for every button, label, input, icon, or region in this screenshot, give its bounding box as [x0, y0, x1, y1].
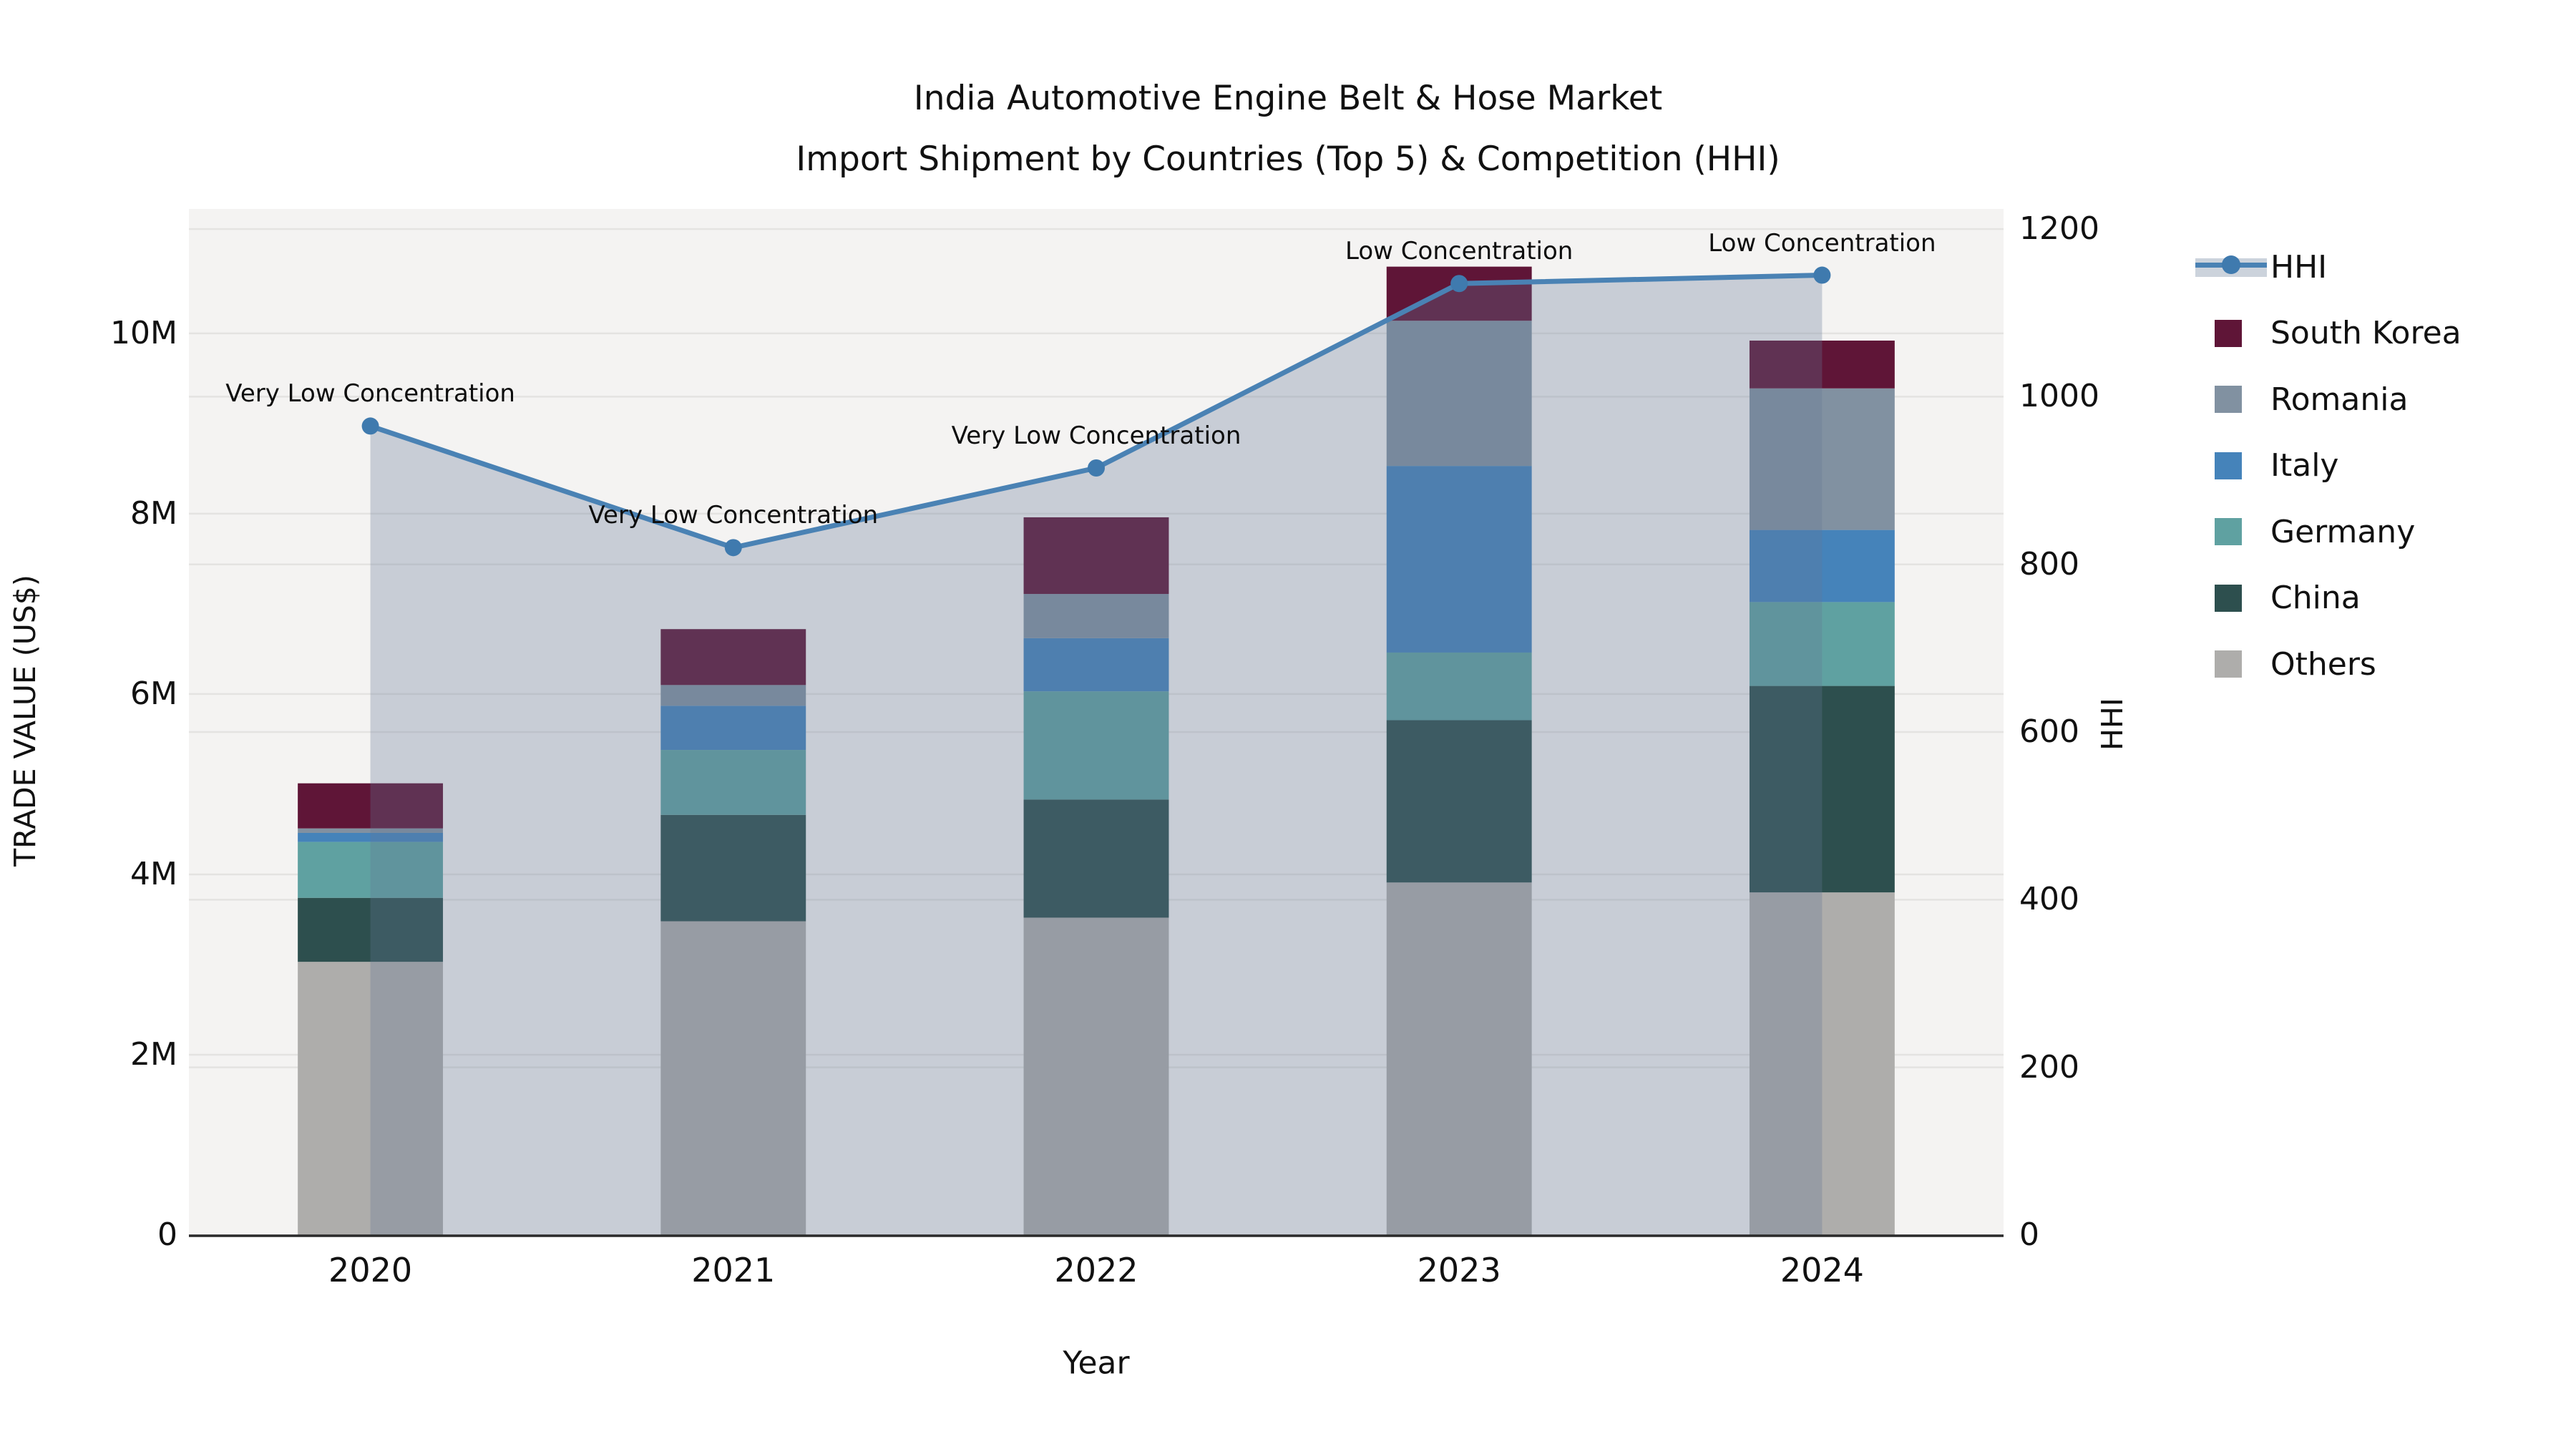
- legend-label: China: [2270, 580, 2361, 616]
- bar-segment-others-2020: [298, 962, 444, 1235]
- chart-title-line1: India Automotive Engine Belt & Hose Mark…: [913, 79, 1663, 118]
- bar-segment-romania-2021: [660, 685, 806, 706]
- legend-label: HHI: [2270, 248, 2328, 286]
- bar-segment-south-korea-2022: [1023, 517, 1169, 595]
- annotation-2021: Very Low Concentration: [588, 501, 879, 530]
- x-tick-2024: 2024: [1780, 1251, 1864, 1289]
- legend-swatch-germany: [2215, 518, 2242, 545]
- y-left-tick-2M: 2M: [130, 1035, 177, 1073]
- x-tick-2020: 2020: [328, 1251, 413, 1289]
- y-right-tick-0: 0: [2019, 1216, 2039, 1253]
- legend-item-south-korea: South Korea: [2195, 310, 2462, 357]
- x-axis-label: Year: [1063, 1345, 1130, 1382]
- legend-label: Others: [2270, 645, 2376, 683]
- bar-segment-romania-2024: [1749, 388, 1895, 530]
- annotation-2023: Low Concentration: [1345, 237, 1574, 266]
- annotation-2022: Very Low Concentration: [951, 421, 1241, 450]
- bar-segment-china-2020: [298, 897, 444, 962]
- bar-segment-others-2021: [660, 921, 806, 1235]
- bar-segment-china-2021: [660, 814, 806, 922]
- x-tick-2023: 2023: [1417, 1251, 1501, 1289]
- annotation-2024: Low Concentration: [1708, 228, 1936, 258]
- hhi-marker-2024: [1813, 266, 1831, 284]
- annotation-2020: Very Low Concentration: [225, 379, 515, 409]
- y-right-tick-1000: 1000: [2019, 378, 2099, 415]
- legend-item-china: China: [2195, 575, 2361, 622]
- bar-segment-germany-2024: [1749, 602, 1895, 686]
- legend-item-germany: Germany: [2195, 508, 2415, 555]
- bar-segment-germany-2021: [660, 750, 806, 815]
- y-left-tick-4M: 4M: [130, 855, 177, 892]
- x-tick-2021: 2021: [691, 1251, 776, 1289]
- chart-title-line2: Import Shipment by Countries (Top 5) & C…: [796, 140, 1780, 179]
- legend-swatch-romania: [2215, 386, 2242, 413]
- bar-segment-germany-2020: [298, 841, 444, 898]
- bar-segment-germany-2022: [1023, 691, 1169, 800]
- hhi-marker-2020: [361, 417, 379, 435]
- x-tick-2022: 2022: [1054, 1251, 1138, 1289]
- y-right-tick-400: 400: [2019, 881, 2079, 918]
- bar-segment-italy-2024: [1749, 530, 1895, 602]
- legend-hhi-line-sample: [2195, 253, 2267, 281]
- hhi-area-fill: [370, 275, 1823, 1235]
- bar-segment-romania-2020: [298, 828, 444, 833]
- bar-segment-south-korea-2020: [298, 783, 444, 829]
- legend-swatch-south-korea: [2215, 319, 2242, 347]
- bar-segment-china-2024: [1749, 686, 1895, 893]
- bar-segment-others-2022: [1023, 917, 1169, 1235]
- legend-label: Italy: [2270, 447, 2339, 484]
- legend-label: Germany: [2270, 513, 2416, 550]
- bar-segment-italy-2023: [1386, 466, 1532, 653]
- legend-label: Romania: [2270, 381, 2409, 418]
- bar-segment-south-korea-2024: [1749, 340, 1895, 389]
- legend-item-romania: Romania: [2195, 376, 2408, 423]
- legend-item-hhi: HHI: [2195, 243, 2327, 291]
- y-left-tick-0: 0: [157, 1216, 177, 1253]
- legend-item-others: Others: [2195, 640, 2376, 688]
- bar-segment-italy-2020: [298, 832, 444, 842]
- y-right-tick-200: 200: [2019, 1048, 2079, 1085]
- bar-segment-others-2024: [1749, 892, 1895, 1235]
- bar-segment-others-2023: [1386, 882, 1532, 1235]
- bar-segment-china-2023: [1386, 720, 1532, 883]
- legend-swatch-italy: [2215, 452, 2242, 479]
- hhi-marker-2021: [724, 539, 742, 557]
- y-left-tick-8M: 8M: [130, 494, 177, 532]
- y-axis-label-right: HHI: [2095, 698, 2129, 751]
- y-left-tick-6M: 6M: [130, 675, 177, 712]
- y-left-tick-10M: 10M: [110, 314, 177, 351]
- legend-label: South Korea: [2270, 315, 2462, 351]
- bar-segment-italy-2021: [660, 706, 806, 751]
- legend-swatch-others: [2215, 650, 2242, 678]
- bar-segment-italy-2022: [1023, 638, 1169, 692]
- y-right-tick-1200: 1200: [2019, 210, 2099, 248]
- y-right-tick-800: 800: [2019, 545, 2079, 582]
- y-axis-label-left: TRADE VALUE (US$): [8, 575, 42, 867]
- hhi-marker-2023: [1450, 275, 1468, 293]
- bar-segment-germany-2023: [1386, 652, 1532, 721]
- legend-swatch-china: [2215, 584, 2242, 612]
- bar-segment-china-2022: [1023, 799, 1169, 918]
- y-right-tick-600: 600: [2019, 713, 2079, 751]
- hhi-marker-2022: [1088, 459, 1105, 477]
- legend-item-italy: Italy: [2195, 442, 2338, 489]
- bar-segment-romania-2023: [1386, 321, 1532, 467]
- bar-segment-romania-2022: [1023, 594, 1169, 638]
- bar-segment-south-korea-2021: [660, 629, 806, 686]
